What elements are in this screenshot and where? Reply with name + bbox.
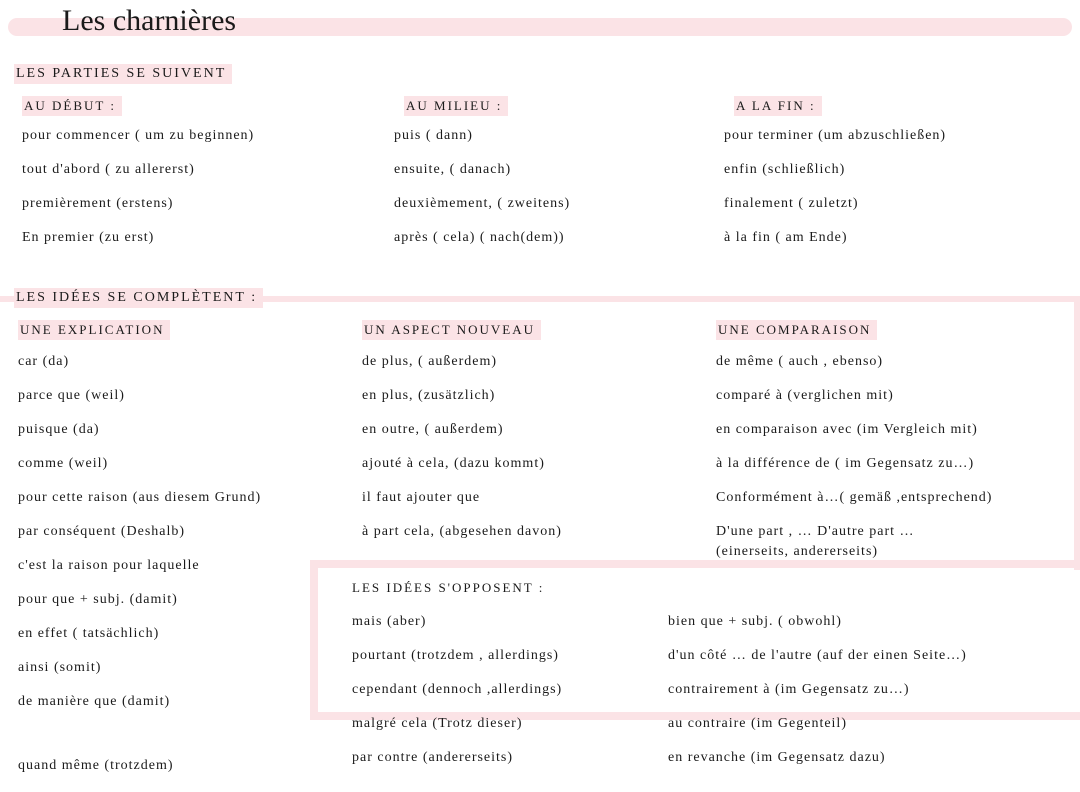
item: car (da) <box>18 354 261 370</box>
col-fin: pour terminer (um abzuschließen) enfin (… <box>724 128 946 264</box>
sub-aspect-nouveau: UN ASPECT NOUVEAU <box>362 320 541 340</box>
extra-quand-meme: quand même (trotzdem) <box>18 758 174 792</box>
item: deuxièmement, ( zweitens) <box>394 196 570 212</box>
item: comme (weil) <box>18 456 261 472</box>
item: pourtant (trotzdem , allerdings) <box>352 648 562 664</box>
item: mais (aber) <box>352 614 562 630</box>
col-milieu: puis ( dann) ensuite, ( danach) deuxième… <box>394 128 570 264</box>
item: contrairement à (im Gegensatz zu…) <box>668 682 967 698</box>
item: pour terminer (um abzuschließen) <box>724 128 946 144</box>
col-debut: pour commencer ( um zu beginnen) tout d'… <box>22 128 254 264</box>
item: à la différence de ( im Gegensatz zu…) <box>716 456 992 472</box>
accent-line-right <box>1074 296 1080 570</box>
item: en plus, (zusätzlich) <box>362 388 562 404</box>
item: tout d'abord ( zu allererst) <box>22 162 254 178</box>
item: puis ( dann) <box>394 128 570 144</box>
item: à la fin ( am Ende) <box>724 230 946 246</box>
item: D'une part , … D'autre part … <box>716 524 992 540</box>
item: en revanche (im Gegensatz dazu) <box>668 750 967 766</box>
item: premièrement (erstens) <box>22 196 254 212</box>
item: en effet ( tatsächlich) <box>18 626 261 642</box>
item: d'un côté … de l'autre (auf der einen Se… <box>668 648 967 664</box>
item: ensuite, ( danach) <box>394 162 570 178</box>
item: en comparaison avec (im Vergleich mit) <box>716 422 992 438</box>
item: ajouté à cela, (dazu kommt) <box>362 456 562 472</box>
item: comparé à (verglichen mit) <box>716 388 992 404</box>
item: (einerseits, andererseits) <box>716 544 992 560</box>
col-oppose-left: mais (aber) pourtant (trotzdem , allerdi… <box>352 614 562 784</box>
item: En premier (zu erst) <box>22 230 254 246</box>
sub-explication: UNE EXPLICATION <box>18 320 170 340</box>
item: ainsi (somit) <box>18 660 261 676</box>
item: enfin (schließlich) <box>724 162 946 178</box>
item: c'est la raison pour laquelle <box>18 558 261 574</box>
col-aspect: de plus, ( außerdem) en plus, (zusätzlic… <box>362 354 562 558</box>
col-oppose-right: bien que + subj. ( obwohl) d'un côté … d… <box>668 614 967 784</box>
item: finalement ( zuletzt) <box>724 196 946 212</box>
item: de plus, ( außerdem) <box>362 354 562 370</box>
sub-au-milieu: AU MILIEU : <box>404 96 508 116</box>
item: par conséquent (Deshalb) <box>18 524 261 540</box>
item: Conformément à…( gemäß ,entsprechend) <box>716 490 992 506</box>
item: au contraire (im Gegenteil) <box>668 716 967 732</box>
item: de même ( auch , ebenso) <box>716 354 992 370</box>
item: pour cette raison (aus diesem Grund) <box>18 490 261 506</box>
section-3-heading: LES IDÉES S'OPPOSENT : <box>352 580 544 596</box>
item: malgré cela (Trotz dieser) <box>352 716 562 732</box>
item: pour commencer ( um zu beginnen) <box>22 128 254 144</box>
page-title: Les charnières <box>62 6 236 36</box>
item: pour que + subj. (damit) <box>18 592 261 608</box>
section-2-heading: LES IDÉES SE COMPLÈTENT : <box>14 288 263 308</box>
item: de manière que (damit) <box>18 694 261 710</box>
item: par contre (andererseits) <box>352 750 562 766</box>
item: quand même (trotzdem) <box>18 758 174 774</box>
sub-comparaison: UNE COMPARAISON <box>716 320 877 340</box>
section-1-heading: LES PARTIES SE SUIVENT <box>14 64 232 84</box>
col-explication: car (da) parce que (weil) puisque (da) c… <box>18 354 261 728</box>
item: bien que + subj. ( obwohl) <box>668 614 967 630</box>
item: cependant (dennoch ,allerdings) <box>352 682 562 698</box>
item: il faut ajouter que <box>362 490 562 506</box>
item: parce que (weil) <box>18 388 261 404</box>
col-comparaison: de même ( auch , ebenso) comparé à (verg… <box>716 354 992 578</box>
item: à part cela, (abgesehen davon) <box>362 524 562 540</box>
item: puisque (da) <box>18 422 261 438</box>
sub-au-debut: AU DÉBUT : <box>22 96 122 116</box>
item: en outre, ( außerdem) <box>362 422 562 438</box>
sub-a-la-fin: A LA FIN : <box>734 96 822 116</box>
item: après ( cela) ( nach(dem)) <box>394 230 570 246</box>
